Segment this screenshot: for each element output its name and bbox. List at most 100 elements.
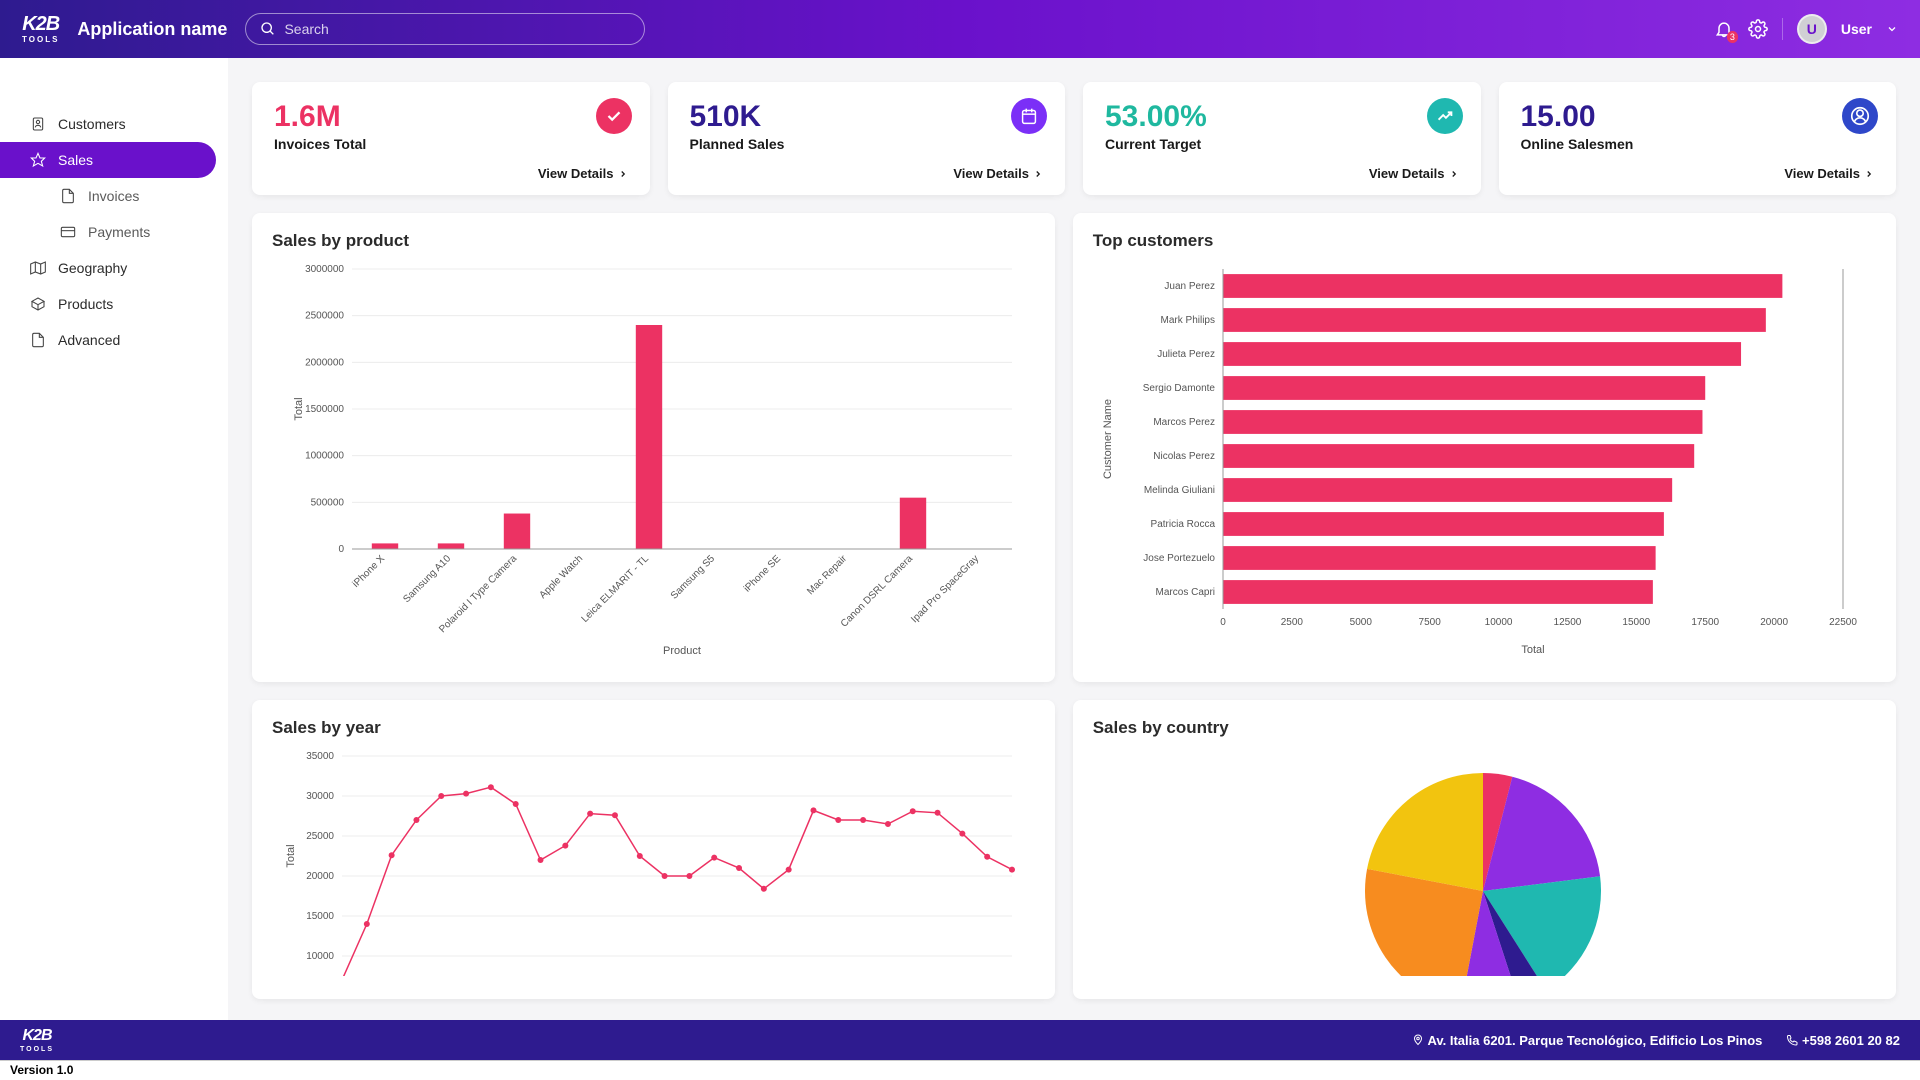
sidebar-item-label: Geography [58, 260, 127, 276]
chevron-down-icon[interactable] [1886, 23, 1898, 35]
chart-title: Sales by product [272, 231, 1035, 251]
notification-icon[interactable]: 3 [1714, 19, 1734, 39]
svg-text:Sergio Damonte: Sergio Damonte [1142, 383, 1215, 394]
sidebar-item-geography[interactable]: Geography [0, 250, 216, 286]
phone-icon [1786, 1034, 1798, 1046]
box-icon [30, 296, 46, 312]
avatar[interactable]: U [1797, 14, 1827, 44]
svg-text:5000: 5000 [1349, 617, 1372, 628]
sales-by-product-chart: 0500000100000015000002000000250000030000… [272, 259, 1035, 664]
view-details-link[interactable]: View Details [1105, 166, 1459, 181]
top-customers-chart: Juan Perez Mark Philips Julieta Perez Sergi… [1093, 259, 1876, 664]
chart-title: Sales by country [1093, 718, 1876, 738]
svg-text:Patricia Rocca: Patricia Rocca [1150, 519, 1215, 530]
svg-text:17500: 17500 [1691, 617, 1719, 628]
svg-text:Jose Portezuelo: Jose Portezuelo [1143, 553, 1215, 564]
chart-title: Top customers [1093, 231, 1876, 251]
svg-text:Samsung S5: Samsung S5 [669, 553, 718, 602]
svg-text:Juan Perez: Juan Perez [1164, 281, 1215, 292]
svg-text:25000: 25000 [306, 831, 334, 842]
footer-version: Version 1.0 [0, 1060, 1920, 1080]
svg-text:12500: 12500 [1553, 617, 1581, 628]
sidebar-item-invoices[interactable]: Invoices [0, 178, 216, 214]
kpi-label: Current Target [1105, 136, 1459, 152]
view-details-link[interactable]: View Details [1521, 166, 1875, 181]
footer-right: Av. Italia 6201. Parque Tecnológico, Edi… [1412, 1033, 1900, 1048]
kpi-card-2: 53.00% Current Target View Details [1083, 82, 1481, 195]
kpi-icon [1427, 98, 1463, 134]
doc-icon [30, 332, 46, 348]
footer-address: Av. Italia 6201. Parque Tecnológico, Edi… [1412, 1033, 1762, 1048]
footer: K2B TOOLS Av. Italia 6201. Parque Tecnol… [0, 1020, 1920, 1060]
kpi-value: 1.6M [274, 100, 628, 134]
svg-text:10000: 10000 [306, 951, 334, 962]
svg-text:Canon DSRL Camera: Canon DSRL Camera [839, 553, 916, 630]
svg-text:2500000: 2500000 [305, 311, 344, 322]
svg-text:Samsung A10: Samsung A10 [401, 553, 453, 605]
sidebar-item-sales[interactable]: Sales [0, 142, 216, 178]
svg-text:30000: 30000 [306, 791, 334, 802]
sidebar-item-advanced[interactable]: Advanced [0, 322, 216, 358]
svg-text:Julieta Perez: Julieta Perez [1157, 349, 1215, 360]
svg-text:20000: 20000 [306, 871, 334, 882]
app-name: Application name [77, 19, 227, 40]
kpi-card-0: 1.6M Invoices Total View Details [252, 82, 650, 195]
svg-text:iPhone X: iPhone X [351, 553, 388, 590]
sidebar-item-customers[interactable]: Customers [0, 106, 216, 142]
kpi-card-1: 510K Planned Sales View Details [668, 82, 1066, 195]
svg-text:10000: 10000 [1484, 617, 1512, 628]
sales-by-product-card: Sales by product 05000001000000150000020… [252, 213, 1055, 682]
svg-text:Polaroid I Type Camera: Polaroid I Type Camera [437, 553, 519, 635]
kpi-value: 53.00% [1105, 100, 1459, 134]
svg-text:35000: 35000 [306, 751, 334, 762]
chevron-right-icon [618, 169, 628, 179]
sidebar-item-label: Invoices [88, 188, 139, 204]
svg-text:Mark Philips: Mark Philips [1160, 315, 1214, 326]
svg-text:22500: 22500 [1829, 617, 1857, 628]
svg-text:Marcos Perez: Marcos Perez [1153, 417, 1215, 428]
svg-text:2000000: 2000000 [305, 357, 344, 368]
search-wrap[interactable] [245, 13, 645, 45]
sidebar-item-label: Sales [58, 152, 93, 168]
logo: K2B TOOLS [22, 14, 59, 44]
sales-by-year-card: Sales by year 10000150002000025000300003… [252, 700, 1055, 999]
search-input[interactable] [284, 21, 630, 37]
main: 1.6M Invoices Total View Details 510K Pl… [228, 58, 1920, 1036]
sidebar-item-label: Products [58, 296, 113, 312]
svg-text:Melinda Giuliani: Melinda Giuliani [1144, 485, 1215, 496]
svg-text:15000: 15000 [1622, 617, 1650, 628]
svg-text:20000: 20000 [1760, 617, 1788, 628]
kpi-label: Planned Sales [690, 136, 1044, 152]
view-details-link[interactable]: View Details [690, 166, 1044, 181]
svg-text:1500000: 1500000 [305, 404, 344, 415]
view-details-link[interactable]: View Details [274, 166, 628, 181]
sidebar-item-payments[interactable]: Payments [0, 214, 216, 250]
chevron-right-icon [1449, 169, 1459, 179]
sidebar: Customers Sales Invoices Payments Geography P… [0, 58, 228, 1036]
sidebar-item-label: Customers [58, 116, 126, 132]
logo-sub: TOOLS [22, 36, 59, 44]
svg-text:Ipad Pro SpaceGray: Ipad Pro SpaceGray [909, 553, 981, 625]
svg-text:500000: 500000 [311, 497, 345, 508]
logo-top: K2B [22, 14, 59, 34]
gear-icon[interactable] [1748, 19, 1768, 39]
sidebar-item-products[interactable]: Products [0, 286, 216, 322]
kpi-card-3: 15.00 Online Salesmen View Details [1499, 82, 1897, 195]
svg-text:Nicolas Perez: Nicolas Perez [1153, 451, 1215, 462]
divider [1782, 18, 1783, 40]
header: K2B TOOLS Application name 3 U User [0, 0, 1920, 58]
sales-by-country-chart [1093, 746, 1876, 981]
svg-text:3000000: 3000000 [305, 264, 344, 275]
doc-icon [60, 188, 76, 204]
chevron-right-icon [1033, 169, 1043, 179]
user-name[interactable]: User [1841, 21, 1872, 37]
kpi-icon [1011, 98, 1047, 134]
card-icon [60, 224, 76, 240]
svg-text:15000: 15000 [306, 911, 334, 922]
svg-text:Customer Name: Customer Name [1102, 399, 1114, 479]
kpi-value: 15.00 [1521, 100, 1875, 134]
star-icon [30, 152, 46, 168]
kpi-row: 1.6M Invoices Total View Details 510K Pl… [252, 82, 1896, 195]
chart-row-2: Sales by year 10000150002000025000300003… [252, 700, 1896, 999]
user-icon [30, 116, 46, 132]
